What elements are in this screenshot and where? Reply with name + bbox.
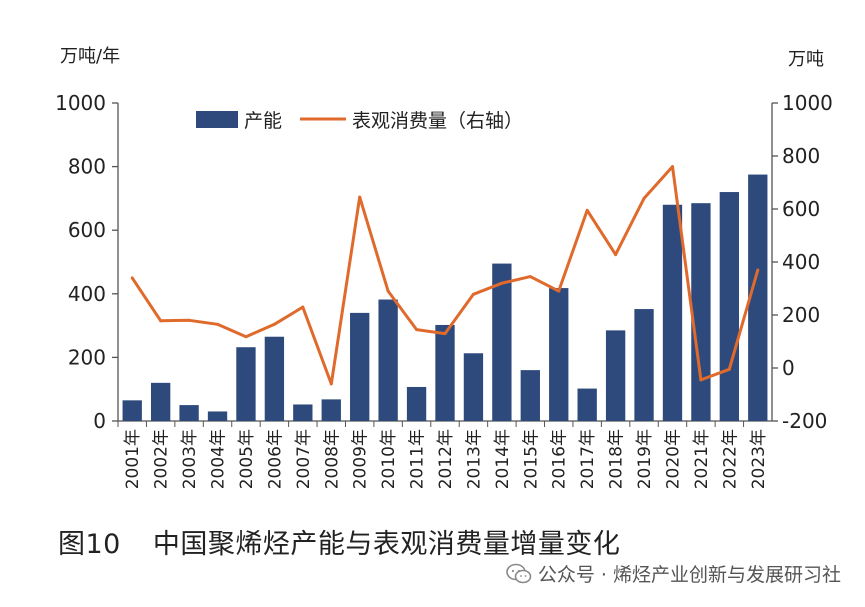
x-tick-label: 2023年: [749, 429, 769, 489]
left-tick-label: 200: [68, 345, 106, 369]
consumption-point: [187, 318, 191, 322]
capacity-bar: [321, 399, 341, 421]
consumption-point: [614, 253, 618, 257]
consumption-point: [358, 195, 362, 199]
x-tick-label: 2013年: [464, 429, 484, 489]
capacity-bar: [293, 404, 313, 421]
right-tick-label: 1000: [782, 91, 833, 115]
right-tick-label: 400: [782, 250, 820, 274]
capacity-bar: [748, 174, 768, 421]
x-tick-label: 2017年: [578, 429, 598, 489]
left-tick-label: 600: [68, 218, 106, 242]
capacity-bar: [406, 386, 427, 421]
capacity-bar: [662, 204, 683, 421]
capacity-bar: [236, 347, 256, 421]
x-tick-label: 2001年: [123, 429, 143, 489]
right-tick-label: 200: [782, 303, 820, 327]
x-tick-label: 2012年: [436, 429, 456, 489]
capacity-bar: [463, 353, 484, 421]
right-axis-unit: 万吨: [788, 49, 824, 70]
consumption-point: [699, 378, 703, 382]
capacity-bar: [492, 263, 512, 421]
right-tick-label: 800: [782, 144, 820, 168]
consumption-point: [244, 335, 248, 339]
consumption-point: [670, 165, 674, 169]
left-tick-label: 1000: [55, 91, 106, 115]
x-tick-label: 2016年: [550, 429, 570, 489]
x-tick-label: 2004年: [209, 429, 229, 489]
consumption-point: [216, 322, 220, 326]
x-tick-label: 2010年: [379, 429, 399, 489]
watermark: 公众号 · 烯烃产业创新与发展研习社: [506, 560, 841, 587]
x-tick-label: 2022年: [720, 429, 740, 489]
capacity-bar: [520, 370, 540, 421]
consumption-point: [727, 367, 731, 371]
consumption-line: [130, 165, 760, 386]
capacity-bar: [435, 324, 455, 421]
x-tick-label: 2005年: [237, 429, 257, 489]
right-tick-label: 0: [782, 356, 795, 380]
figure-caption: 图10 中国聚烯烃产能与表观消费量增量变化: [58, 522, 620, 561]
capacity-bar: [549, 288, 569, 421]
figure-title: 中国聚烯烃产能与表观消费量增量变化: [152, 529, 621, 560]
consumption-point: [756, 268, 760, 272]
capacity-bar: [605, 330, 626, 421]
capacity-bar: [577, 388, 597, 421]
figure-number: 图10: [58, 529, 121, 560]
consumption-point: [301, 305, 305, 309]
left-axis-unit: 万吨/年: [60, 46, 120, 67]
consumption-point: [500, 281, 504, 285]
consumption-point: [130, 276, 134, 280]
consumption-point: [272, 322, 276, 326]
consumption-point: [159, 319, 163, 323]
x-tick-label: 2002年: [152, 429, 172, 489]
consumption-point: [415, 328, 419, 332]
wechat-icon: [506, 563, 532, 583]
legend: 产能 表观消费量（右轴）: [196, 110, 523, 132]
legend-label-capacity: 产能: [244, 110, 282, 132]
capacity-bar: [378, 299, 398, 421]
consumption-point: [386, 289, 390, 293]
left-tick-label: 400: [68, 282, 106, 306]
x-tick-label: 2019年: [635, 429, 655, 489]
consumption-point: [642, 196, 646, 200]
consumption-point: [329, 382, 333, 386]
right-tick-label: 600: [782, 197, 820, 221]
left-tick-label: 800: [68, 155, 106, 179]
right-axis: -200 0 200 400 600 800 1000: [771, 91, 833, 433]
x-tick-label: 2011年: [408, 429, 428, 489]
capacity-bar: [122, 400, 142, 421]
left-tick-label: 0: [93, 409, 106, 433]
capacity-bar: [691, 203, 711, 421]
x-tick-label: 2021年: [692, 429, 712, 489]
x-tick-label: 2015年: [521, 429, 541, 489]
legend-label-consumption: 表观消费量（右轴）: [352, 110, 523, 132]
capacity-bar: [179, 405, 199, 421]
consumption-point: [557, 289, 561, 293]
watermark-text: 公众号 · 烯烃产业创新与发展研习社: [537, 564, 841, 586]
consumption-point: [585, 208, 589, 212]
capacity-bars: [122, 174, 768, 421]
capacity-bar: [350, 312, 370, 421]
x-tick-label: 2007年: [294, 429, 314, 489]
legend-swatch-capacity: [196, 111, 238, 128]
capacity-bar: [264, 336, 285, 421]
x-tick-label: 2003年: [180, 429, 200, 489]
x-tick-label: 2008年: [322, 429, 342, 489]
consumption-point: [528, 275, 532, 279]
capacity-bar: [719, 192, 740, 421]
x-tick-label: 2020年: [663, 429, 683, 489]
x-tick-label: 2018年: [607, 429, 627, 489]
capacity-bar: [150, 382, 171, 421]
x-tick-label: 2006年: [265, 429, 285, 489]
consumption-point: [471, 292, 475, 296]
right-tick-label: -200: [782, 409, 827, 433]
consumption-point: [443, 332, 447, 336]
x-tick-label: 2014年: [493, 429, 513, 489]
x-tick-labels: 2001年 2002年 2003年 2004年 2005年 2006年 2007年 2008年…: [117, 421, 769, 489]
x-tick-label: 2009年: [351, 429, 371, 489]
capacity-bar: [634, 309, 654, 421]
capacity-bar: [207, 411, 228, 421]
